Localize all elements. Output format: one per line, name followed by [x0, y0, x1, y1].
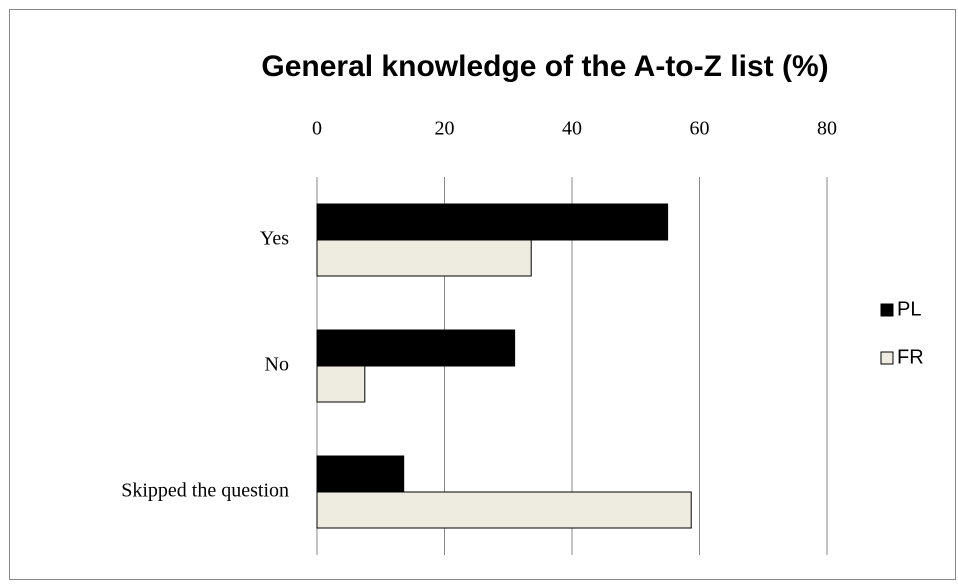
x-tick-label: 0: [312, 118, 322, 140]
legend-swatch: [880, 351, 894, 365]
x-tick-label: 40: [562, 118, 582, 140]
x-tick-label: 80: [817, 118, 837, 140]
x-tick-label: 60: [690, 118, 710, 140]
legend-swatch: [880, 303, 894, 317]
chart-frame: [9, 9, 956, 580]
x-tick-label: 20: [435, 118, 455, 140]
chart-title: General knowledge of the A-to-Z list (%): [261, 50, 828, 83]
y-tick-label: Yes: [260, 228, 289, 250]
bar: [316, 239, 532, 277]
legend-label: FR: [897, 346, 924, 368]
legend-label: PL: [897, 298, 921, 320]
bar: [316, 329, 516, 367]
y-tick-label: Skipped the question: [121, 480, 289, 502]
bar: [316, 365, 366, 403]
y-tick-label: No: [265, 354, 289, 376]
bar: [316, 491, 692, 529]
bar: [316, 455, 405, 493]
bar: [316, 203, 669, 241]
